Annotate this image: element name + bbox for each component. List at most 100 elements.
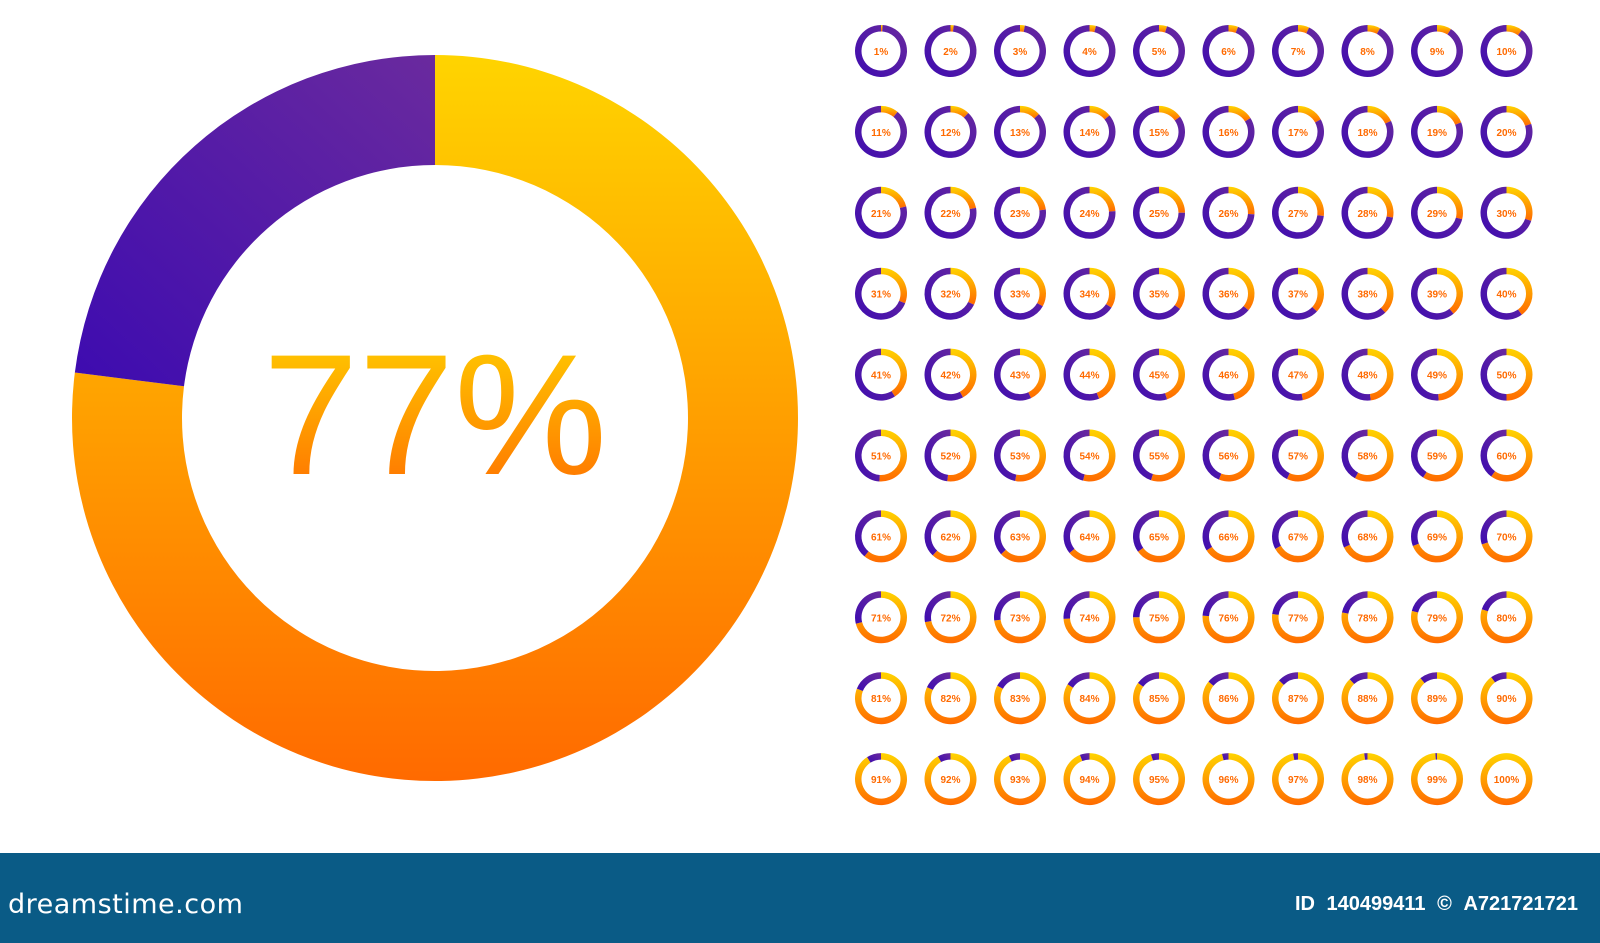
gauge-2: 2% (924, 25, 977, 78)
gauge-66: 66% (1202, 510, 1255, 563)
gauge-40: 40% (1480, 267, 1533, 320)
gauge-remaining-segment (1480, 267, 1522, 320)
gauge-filled-segment (1506, 105, 1532, 126)
gauge-label: 18% (1357, 128, 1377, 139)
gauge-70: 70% (1480, 510, 1533, 563)
gauge-remaining-segment (937, 753, 951, 763)
gauge-78: 78% (1341, 591, 1394, 644)
gauge-38: 38% (1341, 267, 1394, 320)
gauge-filled-segment (1506, 267, 1533, 315)
gauge-remaining-segment (1272, 510, 1298, 549)
gauge-label: 27% (1288, 209, 1308, 220)
gauge-label: 83% (1010, 694, 1030, 705)
gauge-filled-segment (1020, 267, 1046, 307)
gauge-remaining-segment (1491, 672, 1507, 683)
gauge-filled-segment (1367, 186, 1394, 218)
gauge-filled-segment (1020, 186, 1046, 211)
gauge-label: 23% (1010, 209, 1030, 220)
gauge-83: 83% (994, 672, 1047, 725)
gauge-remaining-segment (855, 429, 881, 482)
gauge-remaining-segment (1420, 672, 1437, 684)
gauge-remaining-segment (1293, 753, 1298, 760)
gauge-remaining-segment (1341, 591, 1368, 614)
gauge-filled-segment (950, 348, 977, 398)
gauge-remaining-segment (1063, 348, 1100, 401)
gauge-remaining-segment (1349, 672, 1368, 684)
gauge-69: 69% (1411, 510, 1463, 563)
gauge-16: 16% (1202, 105, 1255, 158)
gauge-filled-segment (950, 267, 977, 305)
gauge-label: 64% (1079, 532, 1099, 543)
gauge-label: 38% (1357, 290, 1377, 301)
gauge-filled-segment (1159, 267, 1185, 309)
gauge-51: 51% (855, 429, 908, 482)
gauge-remaining-segment (1079, 753, 1090, 761)
gauge-label: 51% (871, 452, 891, 463)
gauge-remaining-segment (867, 753, 881, 763)
gauge-filled-segment (1491, 429, 1533, 482)
gauge-30: 30% (1480, 186, 1533, 239)
gauge-59: 59% (1411, 429, 1464, 482)
gauge-label: 31% (871, 290, 891, 301)
gauge-remaining-segment (1202, 429, 1229, 480)
gauge-19: 19% (1411, 105, 1464, 158)
gauge-label: 72% (940, 613, 960, 624)
gauge-label: 14% (1079, 128, 1099, 139)
gauge-remaining-segment (1202, 348, 1235, 401)
gauge-56: 56% (1202, 429, 1255, 482)
gauge-remaining-segment (1272, 348, 1303, 401)
gauge-remaining-segment (1272, 267, 1317, 320)
gauge-64: 64% (1063, 510, 1116, 563)
gauge-label: 13% (1010, 128, 1030, 139)
gauge-label: 35% (1149, 290, 1169, 301)
gauge-filled-segment (1298, 348, 1325, 401)
gauge-label: 94% (1079, 775, 1099, 786)
gauge-remaining-segment (1341, 429, 1368, 479)
gauge-filled-segment (1228, 105, 1251, 122)
gauge-filled-segment (879, 429, 908, 482)
gauge-3: 3% (994, 25, 1046, 78)
gauge-label: 53% (1010, 452, 1030, 463)
gauge-filled-segment (1298, 267, 1324, 312)
gauge-filled-segment (1089, 105, 1110, 120)
gauge-68: 68% (1341, 510, 1394, 563)
gauge-filled-segment (1020, 105, 1039, 119)
gauge-label: 46% (1218, 371, 1238, 382)
gauge-72: 72% (924, 591, 977, 644)
gauge-remaining-segment (1480, 348, 1507, 401)
gauge-62: 62% (924, 510, 977, 563)
gauge-10: 10% (1480, 25, 1533, 77)
gauge-label: 80% (1496, 613, 1516, 624)
author-name: A721721721 (1463, 893, 1578, 915)
gauge-54: 54% (1063, 429, 1116, 482)
gauge-12: 12% (924, 105, 977, 158)
gauge-filled-segment (950, 105, 969, 118)
gauge-67: 67% (1272, 510, 1324, 563)
gauge-label: 8% (1360, 47, 1375, 58)
gauge-filled-segment (1218, 429, 1255, 482)
gauge-48: 48% (1341, 348, 1394, 401)
gauge-filled-segment (932, 510, 977, 563)
gauge-label: 60% (1496, 452, 1516, 463)
main-filled-segment (71, 55, 798, 781)
gauge-remaining-segment (1063, 591, 1090, 619)
gauge-14: 14% (1063, 105, 1116, 158)
gauge-label: 87% (1288, 694, 1308, 705)
gauge-50: 50% (1480, 348, 1533, 401)
gauge-87: 87% (1272, 672, 1324, 725)
gauge-filled-segment (1228, 348, 1255, 400)
gauge-label: 32% (940, 290, 960, 301)
gauge-label: 33% (1010, 290, 1030, 301)
gauge-remaining-segment (856, 672, 881, 692)
gauge-label: 70% (1496, 532, 1516, 543)
gauge-label: 29% (1427, 209, 1447, 220)
gauge-remaining-segment (924, 348, 964, 401)
gauge-24: 24% (1063, 186, 1116, 239)
gauge-label: 56% (1218, 452, 1238, 463)
gauge-86: 86% (1202, 672, 1255, 725)
gauge-label: 36% (1218, 290, 1238, 301)
gauge-filled-segment (1083, 429, 1116, 482)
gauge-remaining-segment (1208, 672, 1229, 686)
gauge-remaining-segment (854, 510, 881, 557)
gauge-label: 41% (871, 371, 891, 382)
